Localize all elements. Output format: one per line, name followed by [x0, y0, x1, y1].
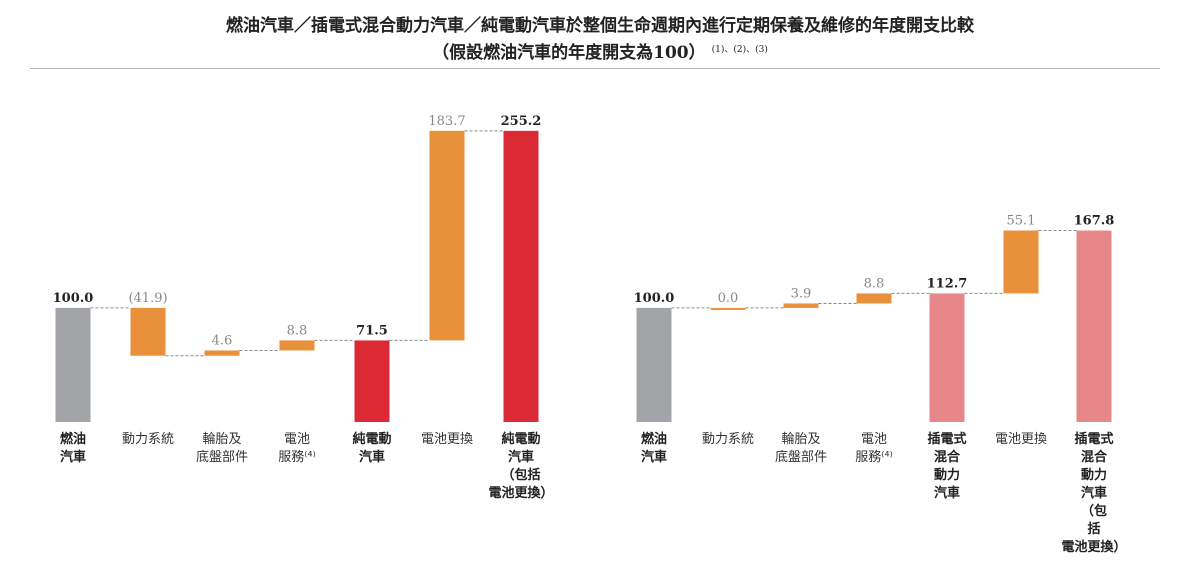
title-line-2-text: （假設燃油汽車的年度開支為100）	[432, 43, 706, 63]
bar-1	[636, 307, 672, 422]
value-label-4: 8.8	[864, 276, 885, 291]
value-label-5: 112.7	[927, 276, 968, 291]
category-label-1: 燃油汽車	[60, 431, 86, 465]
title-line-2: （假設燃油汽車的年度開支為100） (1)、(2)、(3)	[0, 38, 1200, 65]
value-label-3: 3.9	[791, 286, 812, 301]
category-label-1: 燃油汽車	[641, 431, 667, 465]
category-label-2: 動力系統	[702, 432, 754, 447]
value-label-7: 167.8	[1074, 214, 1115, 229]
category-label-3: 輪胎及底盤部件	[196, 431, 248, 465]
bar-5	[354, 340, 390, 422]
value-label-2: 0.0	[718, 291, 739, 306]
category-label-6: 電池更換	[421, 432, 473, 447]
category-label-3: 輪胎及底盤部件	[775, 431, 827, 465]
category-label-4: 電池服務⁽⁴⁾	[855, 432, 893, 465]
bar-7	[1076, 230, 1112, 422]
bar-3	[783, 303, 819, 308]
value-label-5: 71.5	[356, 323, 388, 338]
bar-5	[929, 293, 965, 422]
title-rule	[30, 68, 1160, 69]
bar-7	[503, 130, 539, 422]
value-label-6: 183.7	[428, 114, 465, 129]
category-label-6: 電池更換	[995, 432, 1047, 447]
bar-1	[55, 307, 91, 422]
value-label-4: 8.8	[287, 323, 308, 338]
bar-3	[204, 350, 240, 356]
title-notes: (1)、(2)、(3)	[711, 45, 768, 55]
value-label-3: 4.6	[212, 333, 233, 348]
chart-title: 燃油汽車／插電式混合動力汽車／純電動汽車於整個生命週期內進行定期保養及維修的年度…	[0, 14, 1200, 65]
value-label-2: (41.9)	[128, 291, 167, 306]
bar-4	[856, 293, 892, 304]
category-label-4: 電池服務⁽⁴⁾	[278, 432, 316, 465]
value-label-1: 100.0	[634, 291, 675, 306]
bar-2	[710, 307, 746, 310]
value-label-6: 55.1	[1007, 214, 1036, 229]
bar-6	[1003, 230, 1039, 294]
category-label-5: 插電式混合動力汽車	[927, 431, 966, 501]
bar-4	[279, 340, 315, 351]
title-line-1: 燃油汽車／插電式混合動力汽車／純電動汽車於整個生命週期內進行定期保養及維修的年度…	[226, 16, 974, 36]
value-label-1: 100.0	[53, 291, 94, 306]
category-label-7: 插電式混合動力汽車（包括電池更換）	[1061, 431, 1126, 555]
bar-2	[130, 307, 166, 356]
category-label-7: 純電動汽車（包括電池更換）	[488, 431, 553, 501]
category-label-5: 純電動汽車	[352, 431, 391, 465]
category-label-2: 動力系統	[122, 432, 174, 447]
bar-6	[429, 130, 465, 341]
waterfall-chart-bev: 100.0 (41.9) 4.6 8.8 71.5 183.7 255.2 燃油汽車 動力系統 輪…	[53, 114, 554, 501]
value-label-7: 255.2	[501, 114, 542, 129]
